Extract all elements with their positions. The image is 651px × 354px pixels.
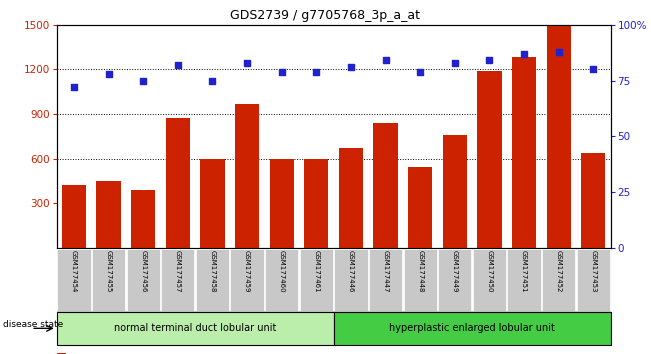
Text: GSM177451: GSM177451 (521, 250, 527, 293)
Bar (577, 249, 610, 311)
Bar (508, 249, 541, 311)
Text: hyperplastic enlarged lobular unit: hyperplastic enlarged lobular unit (389, 323, 555, 333)
Text: GSM177448: GSM177448 (417, 250, 423, 293)
Bar (304, 159, 329, 248)
Bar (333, 312, 611, 345)
Bar (96, 181, 120, 248)
Bar (339, 148, 363, 248)
Bar (92, 249, 125, 311)
Point (450, 60, 460, 65)
Text: GSM177458: GSM177458 (210, 250, 215, 293)
Text: disease state: disease state (3, 320, 64, 329)
Bar (547, 26, 571, 248)
Point (519, 51, 529, 57)
Text: GSM177450: GSM177450 (486, 250, 492, 293)
Point (69, 84, 79, 90)
Bar (201, 159, 225, 248)
Bar (57, 249, 90, 311)
Point (346, 64, 356, 70)
Text: GSM177454: GSM177454 (71, 250, 77, 293)
Bar (369, 249, 402, 311)
Bar (408, 167, 432, 248)
Bar (270, 159, 294, 248)
Text: GSM177447: GSM177447 (383, 250, 389, 293)
Text: GSM177452: GSM177452 (556, 250, 562, 293)
Bar (126, 249, 159, 311)
Bar (230, 249, 264, 311)
Text: normal terminal duct lobular unit: normal terminal duct lobular unit (114, 323, 276, 333)
Bar (265, 249, 298, 311)
Text: GSM177453: GSM177453 (590, 250, 596, 293)
Bar (438, 249, 471, 311)
Text: GSM177456: GSM177456 (140, 250, 146, 293)
Bar (581, 153, 605, 248)
Point (104, 71, 114, 77)
Bar (161, 249, 195, 311)
Bar (196, 249, 229, 311)
Point (277, 69, 287, 74)
Text: GSM177459: GSM177459 (244, 250, 250, 293)
Bar (477, 71, 501, 248)
Text: GSM177449: GSM177449 (452, 250, 458, 293)
Bar (335, 249, 368, 311)
Point (242, 60, 253, 65)
Bar (57, 312, 333, 345)
Bar (62, 185, 86, 248)
Text: GDS2739 / g7705768_3p_a_at: GDS2739 / g7705768_3p_a_at (230, 9, 421, 22)
Bar (166, 119, 190, 248)
Point (207, 78, 217, 83)
Bar (299, 249, 333, 311)
Bar (57, 353, 66, 354)
Point (380, 58, 391, 63)
Bar (374, 123, 398, 248)
Bar (443, 135, 467, 248)
Bar (235, 104, 259, 248)
Bar (473, 249, 506, 311)
Point (311, 69, 322, 74)
Text: GSM177457: GSM177457 (175, 250, 181, 293)
Bar (542, 249, 575, 311)
Text: GSM177461: GSM177461 (313, 250, 320, 293)
Text: GSM177455: GSM177455 (105, 250, 111, 293)
Point (138, 78, 148, 83)
Bar (512, 57, 536, 248)
Text: GSM177460: GSM177460 (279, 250, 284, 293)
Point (484, 58, 495, 63)
Bar (131, 190, 156, 248)
Point (553, 49, 564, 55)
Point (588, 67, 598, 72)
Text: GSM177446: GSM177446 (348, 250, 354, 293)
Bar (404, 249, 437, 311)
Point (173, 62, 183, 68)
Point (415, 69, 425, 74)
